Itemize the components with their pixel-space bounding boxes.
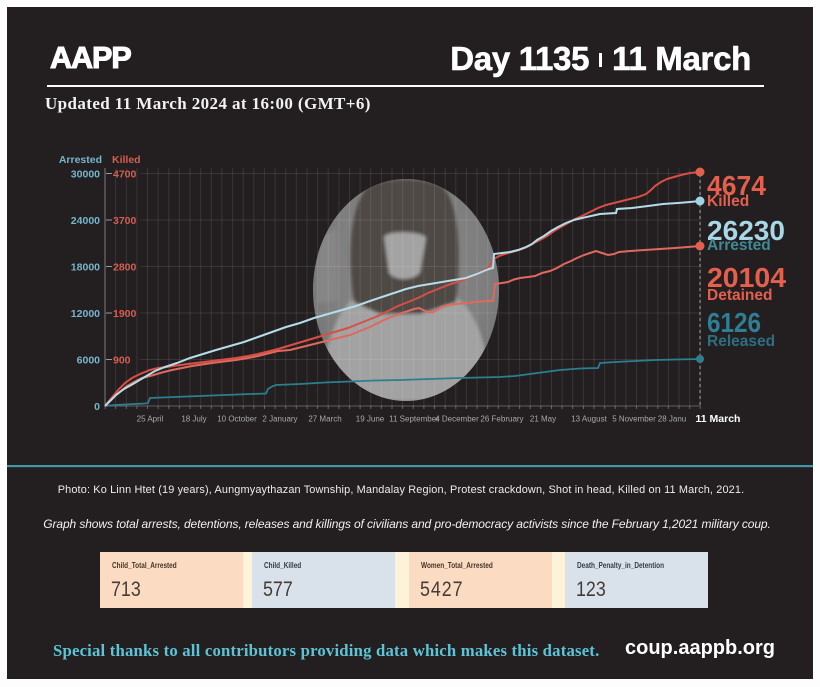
svg-text:Arrested: Arrested bbox=[707, 237, 771, 254]
svg-text:11 March: 11 March bbox=[696, 413, 741, 425]
svg-text:13 August: 13 August bbox=[571, 415, 607, 424]
svg-text:26 February: 26 February bbox=[480, 415, 523, 424]
svg-text:1900: 1900 bbox=[113, 308, 137, 320]
svg-text:26230: 26230 bbox=[707, 215, 785, 246]
svg-text:30000: 30000 bbox=[71, 168, 100, 180]
svg-text:12000: 12000 bbox=[71, 308, 100, 320]
svg-text:Killed: Killed bbox=[707, 193, 749, 210]
svg-text:4674: 4674 bbox=[707, 170, 766, 201]
svg-text:24000: 24000 bbox=[71, 215, 100, 227]
svg-text:11 September: 11 September bbox=[389, 415, 439, 424]
svg-text:5 November: 5 November bbox=[612, 415, 656, 424]
svg-text:Arrested: Arrested bbox=[59, 154, 102, 166]
svg-text:25 April: 25 April bbox=[137, 415, 164, 424]
svg-text:Released: Released bbox=[707, 333, 775, 350]
svg-text:3700: 3700 bbox=[113, 215, 137, 227]
svg-text:900: 900 bbox=[113, 354, 131, 366]
svg-text:2 January: 2 January bbox=[262, 415, 297, 424]
svg-text:Detained: Detained bbox=[707, 287, 772, 304]
svg-text:2800: 2800 bbox=[113, 261, 137, 273]
svg-text:4 December: 4 December bbox=[435, 415, 479, 424]
svg-text:10 October: 10 October bbox=[217, 415, 257, 424]
svg-text:0: 0 bbox=[94, 401, 100, 413]
svg-text:6126: 6126 bbox=[707, 307, 761, 338]
svg-text:21 May: 21 May bbox=[530, 415, 556, 424]
svg-text:6000: 6000 bbox=[77, 354, 101, 366]
svg-text:27 March: 27 March bbox=[308, 415, 341, 424]
svg-text:19 June: 19 June bbox=[356, 415, 385, 424]
svg-text:18 July: 18 July bbox=[181, 415, 206, 424]
svg-text:4700: 4700 bbox=[113, 168, 137, 180]
svg-text:28 Janu: 28 Janu bbox=[658, 415, 686, 424]
svg-text:20104: 20104 bbox=[707, 262, 786, 293]
svg-text:18000: 18000 bbox=[71, 261, 100, 273]
svg-text:Killed: Killed bbox=[112, 154, 141, 166]
